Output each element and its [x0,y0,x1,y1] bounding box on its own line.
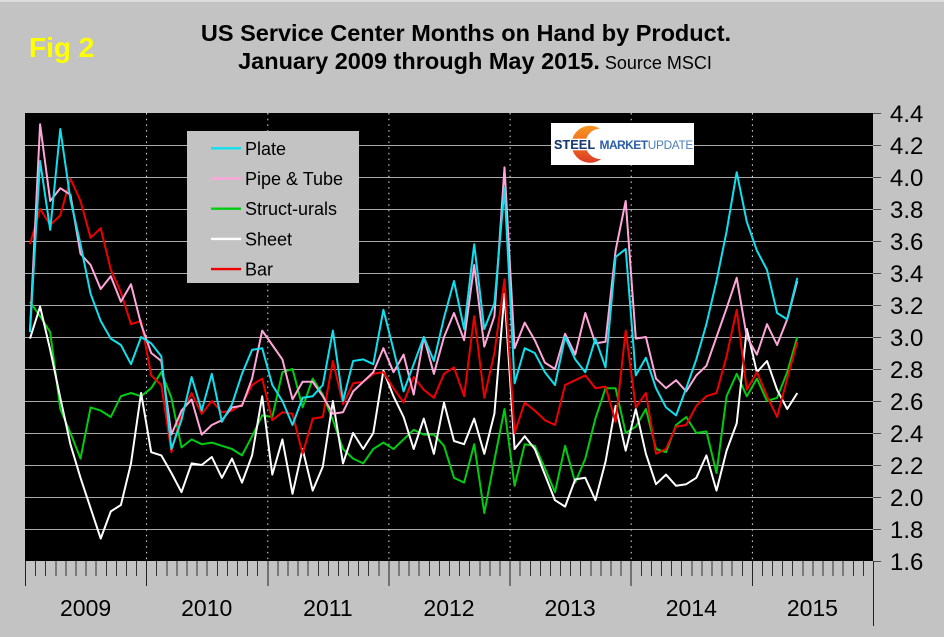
svg-text:1.8: 1.8 [890,517,923,544]
svg-text:2009: 2009 [60,595,111,621]
svg-text:January 2009 through May 2015.: January 2009 through May 2015. Source MS… [238,48,712,74]
svg-text:Sheet: Sheet [245,229,292,249]
svg-text:Bar: Bar [245,260,273,280]
svg-text:2.8: 2.8 [890,357,923,384]
svg-text:1.6: 1.6 [890,549,923,576]
svg-text:2.0: 2.0 [890,485,923,512]
svg-text:2.2: 2.2 [890,453,923,480]
svg-text:UPDATE: UPDATE [648,138,694,152]
svg-text:3.6: 3.6 [890,229,923,256]
svg-text:2010: 2010 [181,595,232,621]
svg-text:4.4: 4.4 [890,101,923,128]
svg-text:2011: 2011 [303,595,352,621]
svg-text:2.4: 2.4 [890,421,923,448]
svg-text:STEEL: STEEL [554,138,595,152]
svg-text:Plate: Plate [245,139,286,159]
svg-text:3.8: 3.8 [890,197,923,224]
svg-text:2.6: 2.6 [890,389,923,416]
svg-text:US Service Center Months on Ha: US Service Center Months on Hand by Prod… [201,20,731,46]
svg-text:3.2: 3.2 [890,293,923,320]
svg-text:4.2: 4.2 [890,133,923,160]
svg-text:2015: 2015 [787,595,838,621]
svg-text:Struct-urals: Struct-urals [245,199,337,219]
svg-text:3.4: 3.4 [890,261,923,288]
svg-text:STEEL: STEEL [554,138,595,152]
svg-text:2012: 2012 [423,595,474,621]
svg-text:3.0: 3.0 [890,325,923,352]
svg-text:Pipe & Tube: Pipe & Tube [245,169,343,189]
svg-text:4.0: 4.0 [890,165,923,192]
svg-text:2013: 2013 [545,595,596,621]
svg-text:Fig 2: Fig 2 [29,32,94,63]
svg-text:2014: 2014 [666,595,717,621]
svg-text:MARKET: MARKET [600,138,649,152]
